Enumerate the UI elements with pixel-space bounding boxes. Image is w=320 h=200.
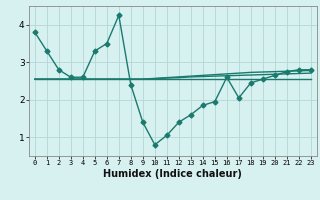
X-axis label: Humidex (Indice chaleur): Humidex (Indice chaleur) [103, 169, 242, 179]
